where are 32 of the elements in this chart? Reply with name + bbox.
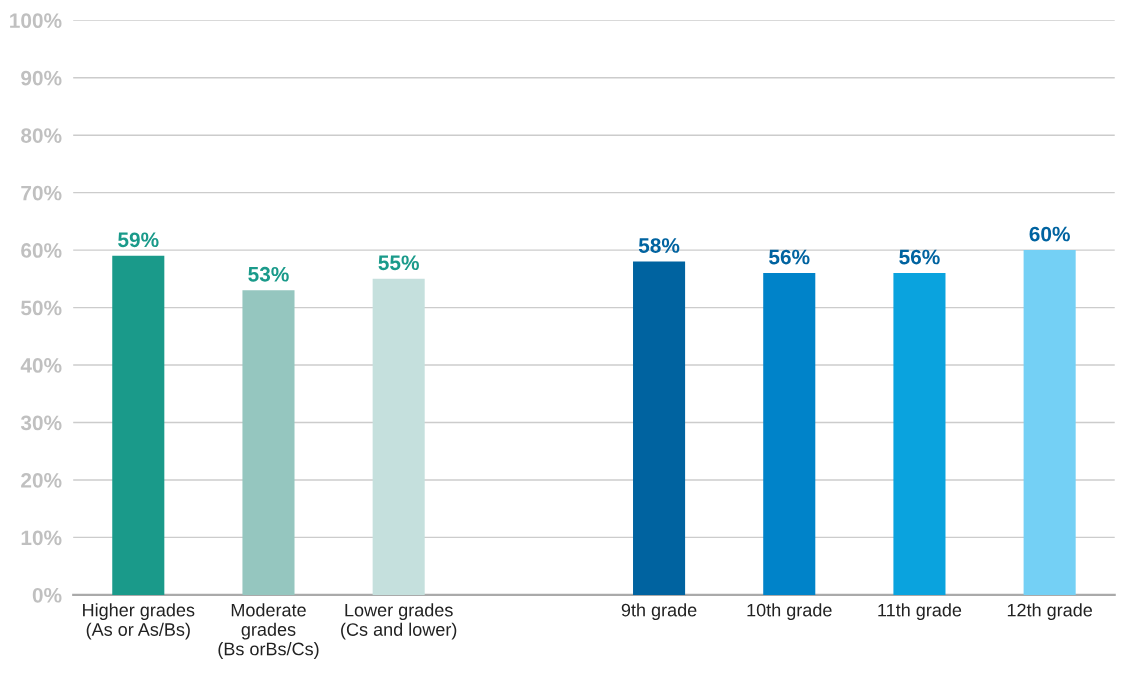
bar [763, 273, 816, 595]
bar [1023, 250, 1076, 595]
x-tick-label: 12th grade [1007, 603, 1093, 621]
x-tick-label: Lower grades (Cs and lower) [341, 603, 457, 640]
bar [242, 290, 295, 595]
y-tick-label: 100% [10, 13, 62, 29]
data-label: 60% [1029, 226, 1070, 242]
y-tick-label: 90% [21, 70, 62, 86]
x-tick-label: Moderate grades (Bs orBs/Cs) [218, 603, 319, 659]
x-tick-label: 9th grade [621, 603, 697, 621]
bar [633, 261, 686, 595]
bar [893, 273, 946, 595]
x-tick-label: 10th grade [747, 603, 832, 621]
y-tick-label: 40% [20, 358, 62, 373]
data-label: 53% [248, 266, 289, 282]
x-tick-label: Higher grades (As or As/Bs) [83, 603, 195, 640]
y-tick-label: 20% [21, 472, 62, 488]
bar [112, 255, 165, 595]
data-label: 55% [378, 255, 419, 271]
data-label: 56% [899, 249, 940, 265]
y-tick-label: 0% [32, 587, 62, 603]
y-tick-label: 50% [21, 300, 62, 316]
bar [372, 278, 425, 595]
y-tick-label: 60% [21, 243, 62, 258]
x-tick-label: 11th grade [878, 603, 962, 621]
data-label: 58% [638, 238, 680, 253]
y-tick-label: 10% [21, 530, 62, 546]
y-tick-label: 80% [21, 128, 62, 143]
y-tick-label: 70% [21, 185, 62, 201]
data-label: 56% [769, 249, 810, 265]
y-tick-label: 30% [20, 415, 62, 431]
data-label: 59% [118, 232, 159, 248]
